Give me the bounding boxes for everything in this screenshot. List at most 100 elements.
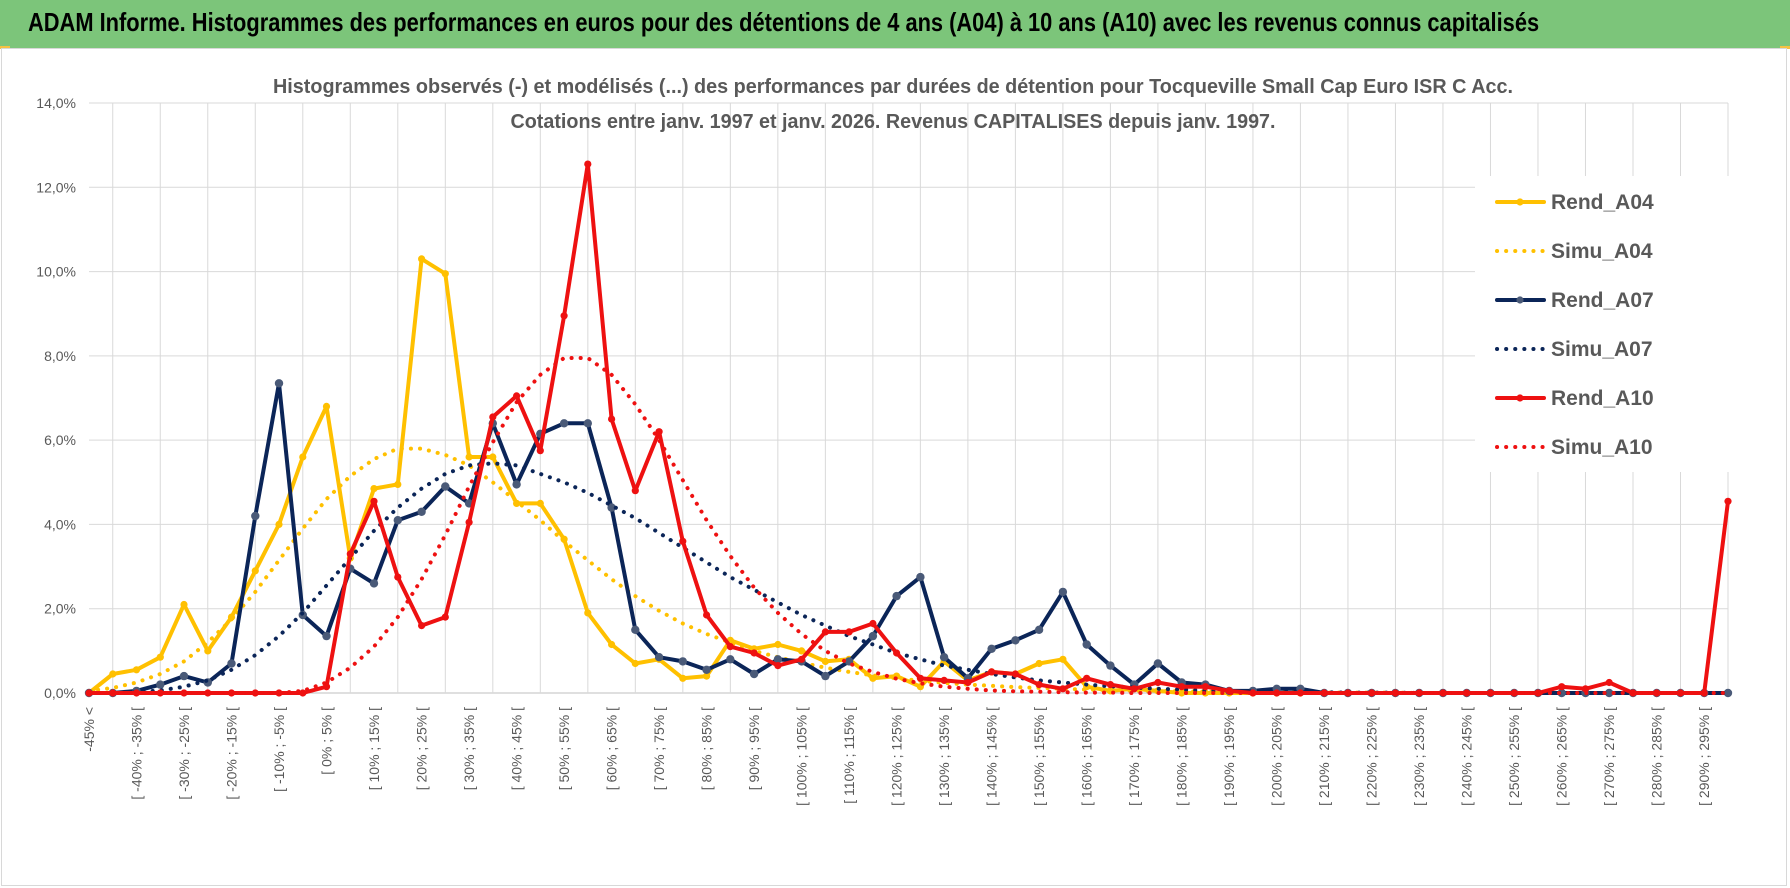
data-point — [678, 657, 687, 666]
x-tick-label: [ 80% ; 85% [ — [699, 707, 715, 790]
data-point — [773, 655, 783, 664]
x-tick-label: [ 230% ; 235% [ — [1411, 707, 1427, 806]
data-point — [465, 518, 473, 526]
data-point — [513, 392, 521, 400]
data-point — [204, 647, 212, 655]
data-point — [536, 447, 544, 455]
data-point — [584, 160, 592, 168]
data-point — [1035, 681, 1043, 689]
data-point — [1486, 689, 1495, 697]
x-tick-label: [ 170% ; 175% [ — [1126, 707, 1142, 806]
data-point — [299, 689, 307, 697]
chart-frame — [1, 48, 1787, 886]
data-point — [749, 669, 759, 679]
data-point — [726, 655, 735, 664]
data-point — [1034, 625, 1044, 634]
data-point — [489, 413, 497, 421]
y-axis-labels: 0,0% 2,0% 4,0% 6,0% 8,0% 10,0% 12,0% 14,0% — [36, 95, 76, 701]
data-point — [180, 689, 188, 697]
data-point — [1083, 674, 1091, 682]
x-tick-label: [ 90% ; 95% [ — [746, 707, 762, 790]
data-point — [702, 665, 711, 674]
data-point — [559, 419, 569, 428]
x-axis-labels: -45% < [ -40% ; -35% [[ -30% ; -25% [[ -2… — [81, 707, 1712, 806]
data-point — [798, 647, 806, 655]
data-point — [370, 485, 378, 493]
x-tick-label: [ -10% ; -5% [ — [271, 707, 287, 792]
x-tick-label: [ 240% ; 245% [ — [1459, 707, 1475, 806]
legend-label-simu_a07: Simu_A07 — [1551, 338, 1653, 361]
data-point — [679, 674, 687, 682]
data-point — [750, 649, 758, 657]
data-point — [441, 270, 449, 278]
series-line-simu_a07 — [87, 461, 1730, 695]
data-point — [584, 609, 592, 617]
chart-series — [84, 160, 1733, 698]
data-point — [892, 591, 901, 601]
x-tick-label: -45% < — [81, 707, 97, 752]
data-point — [369, 579, 379, 588]
legend-label-rend_a10: Rend_A10 — [1551, 387, 1654, 410]
data-point — [1011, 636, 1020, 645]
legend-label-rend_a07: Rend_A07 — [1551, 289, 1654, 312]
data-point — [583, 419, 592, 428]
x-tick-label: [ -30% ; -25% [ — [176, 707, 192, 800]
data-point — [274, 379, 284, 388]
data-point — [703, 672, 711, 680]
data-point — [1534, 689, 1542, 697]
data-point — [394, 480, 402, 488]
data-point — [1059, 655, 1067, 663]
data-point — [180, 600, 188, 609]
data-point — [608, 415, 616, 423]
data-point — [441, 613, 449, 621]
x-tick-label: [ 10% ; 15% [ — [366, 707, 382, 790]
legend-box — [1475, 176, 1730, 472]
data-point — [1368, 689, 1376, 697]
x-tick-label: [ 20% ; 25% [ — [414, 707, 430, 790]
y-tick-label: 6,0% — [44, 432, 76, 448]
legend-label-rend_a04: Rend_A04 — [1551, 191, 1654, 214]
header-banner: ADAM Informe. Histogrammes des performan… — [0, 0, 1790, 49]
data-point — [346, 550, 354, 558]
x-tick-label: [ 60% ; 65% [ — [604, 707, 620, 790]
x-tick-label: [ 100% ; 105% [ — [794, 707, 810, 806]
x-tick-label: [ 120% ; 125% [ — [889, 707, 905, 806]
data-point — [607, 503, 616, 512]
x-tick-label: [ 210% ; 215% [ — [1316, 707, 1332, 806]
data-point — [868, 631, 878, 641]
legend-marker — [1516, 296, 1524, 304]
x-tick-label: [ 70% ; 75% [ — [651, 707, 667, 790]
y-tick-label: 2,0% — [44, 601, 76, 617]
data-point — [631, 625, 640, 634]
data-point — [774, 640, 782, 649]
data-point — [1082, 640, 1091, 649]
x-tick-label: [ 160% ; 165% [ — [1079, 707, 1095, 806]
data-point — [821, 671, 830, 681]
data-point — [322, 402, 331, 410]
legend-label-simu_a04: Simu_A04 — [1551, 240, 1653, 263]
data-point — [774, 662, 782, 670]
data-point — [1201, 683, 1209, 691]
chart-title: Histogrammes observés (-) et modélisés (… — [273, 76, 1513, 98]
y-tick-label: 4,0% — [44, 516, 76, 532]
data-point — [631, 487, 639, 495]
data-point — [322, 631, 331, 641]
data-point — [489, 453, 497, 461]
data-point — [536, 499, 544, 507]
data-point — [940, 676, 948, 685]
data-point — [845, 628, 853, 636]
data-point — [1581, 685, 1590, 693]
x-tick-label: [ 200% ; 205% [ — [1269, 707, 1285, 806]
data-point — [939, 653, 949, 662]
x-tick-label: [ 250% ; 255% [ — [1506, 707, 1522, 806]
data-point — [821, 628, 830, 636]
data-point — [1557, 688, 1566, 698]
data-point — [441, 482, 450, 491]
x-tick-label: [ 220% ; 225% [ — [1364, 707, 1380, 806]
x-tick-label: [ 260% ; 265% [ — [1554, 707, 1570, 806]
data-point — [156, 653, 164, 661]
data-point — [417, 507, 426, 516]
data-point — [1296, 689, 1304, 697]
data-point — [418, 622, 426, 630]
data-point — [821, 657, 830, 666]
